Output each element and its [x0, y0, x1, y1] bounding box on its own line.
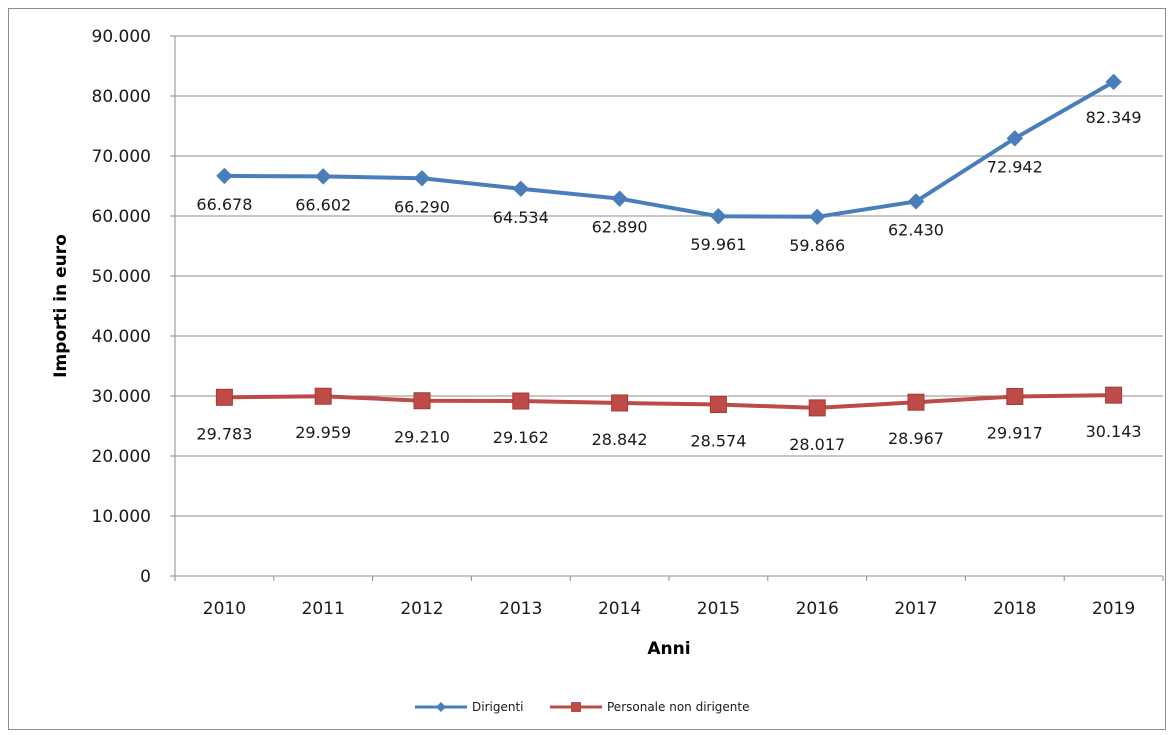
y-tick-label: 30.000: [92, 387, 151, 407]
x-tick-label: 2016: [796, 599, 839, 619]
x-tick-label: 2013: [499, 599, 542, 619]
data-point-dirigenti: [907, 193, 925, 210]
axes: [174, 36, 1163, 577]
x-tick-label: 2017: [894, 599, 937, 619]
y-tick-label: 0: [140, 567, 151, 587]
data-point-personale-non-dirigente: [1105, 386, 1123, 404]
data-point-personale-non-dirigente: [1006, 387, 1024, 405]
y-tick-label: 20.000: [92, 447, 151, 467]
data-point-dirigenti: [413, 170, 431, 187]
data-labels: 66.678 66.602 66.290 64.534 62.890 59.961 59.8…: [196, 108, 1141, 454]
data-point-personale-non-dirigente: [709, 396, 727, 414]
data-point-personale-non-dirigente: [512, 392, 530, 410]
y-tick-label: 60.000: [92, 207, 151, 227]
data-label-personale-non-dirigente: 28.574: [690, 432, 746, 451]
x-tick-label: 2019: [1092, 599, 1135, 619]
data-label-personale-non-dirigente: 28.842: [592, 430, 648, 449]
data-point-personale-non-dirigente: [215, 388, 233, 406]
data-label-personale-non-dirigente: 28.017: [789, 435, 845, 454]
data-label-dirigenti: 59.961: [690, 235, 746, 254]
y-tick-label: 50.000: [92, 267, 151, 287]
data-label-dirigenti: 59.866: [789, 236, 845, 255]
data-label-dirigenti: 72.942: [987, 157, 1043, 176]
series: [215, 73, 1123, 417]
data-label-dirigenti: 66.678: [196, 195, 252, 214]
y-axis-title: Importi in euro: [51, 234, 71, 378]
legend-label-dirigenti: Dirigenti: [472, 700, 524, 714]
x-tick-label: 2018: [993, 599, 1036, 619]
x-tick-labels: 2010 2011 2012 2013 2014 2015 2016 2017 2018 2019: [203, 599, 1135, 619]
x-tick-label: 2015: [697, 599, 740, 619]
y-tick-labels: 0 10.000 20.000 30.000 40.000 50.000 60.000 70.…: [92, 27, 151, 587]
y-tick-label: 10.000: [92, 507, 151, 527]
data-point-personale-non-dirigente: [808, 399, 826, 417]
data-label-dirigenti: 82.349: [1086, 108, 1142, 127]
grid-lines: [170, 35, 1164, 581]
data-point-dirigenti: [314, 168, 332, 185]
legend-marker-dirigenti: [436, 702, 446, 712]
data-label-personale-non-dirigente: 29.959: [295, 423, 351, 442]
legend-label-personale-non-dirigente: Personale non dirigente: [607, 700, 750, 714]
x-tick-label: 2011: [302, 599, 345, 619]
line-chart: 0 10.000 20.000 30.000 40.000 50.000 60.000 70.…: [51, 27, 1164, 714]
legend: Dirigenti Personale non dirigente: [415, 700, 750, 714]
data-label-personale-non-dirigente: 29.162: [493, 428, 549, 447]
data-point-dirigenti: [808, 208, 826, 226]
y-tick-label: 90.000: [92, 27, 151, 47]
x-tick-label: 2014: [598, 599, 641, 619]
data-point-dirigenti: [710, 208, 727, 225]
legend-item-personale-non-dirigente: Personale non dirigente: [550, 700, 750, 714]
data-label-personale-non-dirigente: 29.917: [987, 423, 1043, 442]
data-point-dirigenti: [611, 190, 628, 207]
data-point-dirigenti: [1105, 73, 1122, 91]
data-label-personale-non-dirigente: 30.143: [1086, 422, 1142, 441]
legend-marker-personale-non-dirigente: [571, 702, 581, 712]
y-tick-label: 70.000: [92, 147, 151, 167]
data-point-personale-non-dirigente: [413, 392, 431, 410]
data-point-dirigenti: [512, 180, 530, 198]
series-line-dirigenti: [224, 80, 1115, 219]
chart-frame: 0 10.000 20.000 30.000 40.000 50.000 60.000 70.…: [8, 8, 1166, 730]
data-label-personale-non-dirigente: 29.783: [196, 424, 252, 443]
data-point-personale-non-dirigente: [314, 387, 332, 405]
data-point-dirigenti: [1006, 130, 1024, 147]
data-label-dirigenti: 66.602: [295, 195, 351, 214]
series-line-personale-non-dirigente: [224, 393, 1114, 410]
data-point-personale-non-dirigente: [907, 393, 925, 411]
x-axis-title: Anni: [647, 639, 690, 659]
y-tick-label: 80.000: [92, 87, 151, 107]
data-label-personale-non-dirigente: 28.967: [888, 429, 944, 448]
data-label-dirigenti: 62.890: [592, 218, 648, 237]
data-label-dirigenti: 64.534: [493, 208, 549, 227]
data-label-dirigenti: 66.290: [394, 197, 450, 216]
data-label-dirigenti: 62.430: [888, 220, 944, 239]
legend-item-dirigenti: Dirigenti: [415, 700, 524, 714]
y-tick-label: 40.000: [92, 327, 151, 347]
x-tick-label: 2010: [203, 599, 246, 619]
data-label-personale-non-dirigente: 29.210: [394, 428, 450, 447]
data-point-dirigenti: [216, 167, 233, 185]
x-tick-label: 2012: [400, 599, 443, 619]
data-point-personale-non-dirigente: [611, 394, 629, 412]
